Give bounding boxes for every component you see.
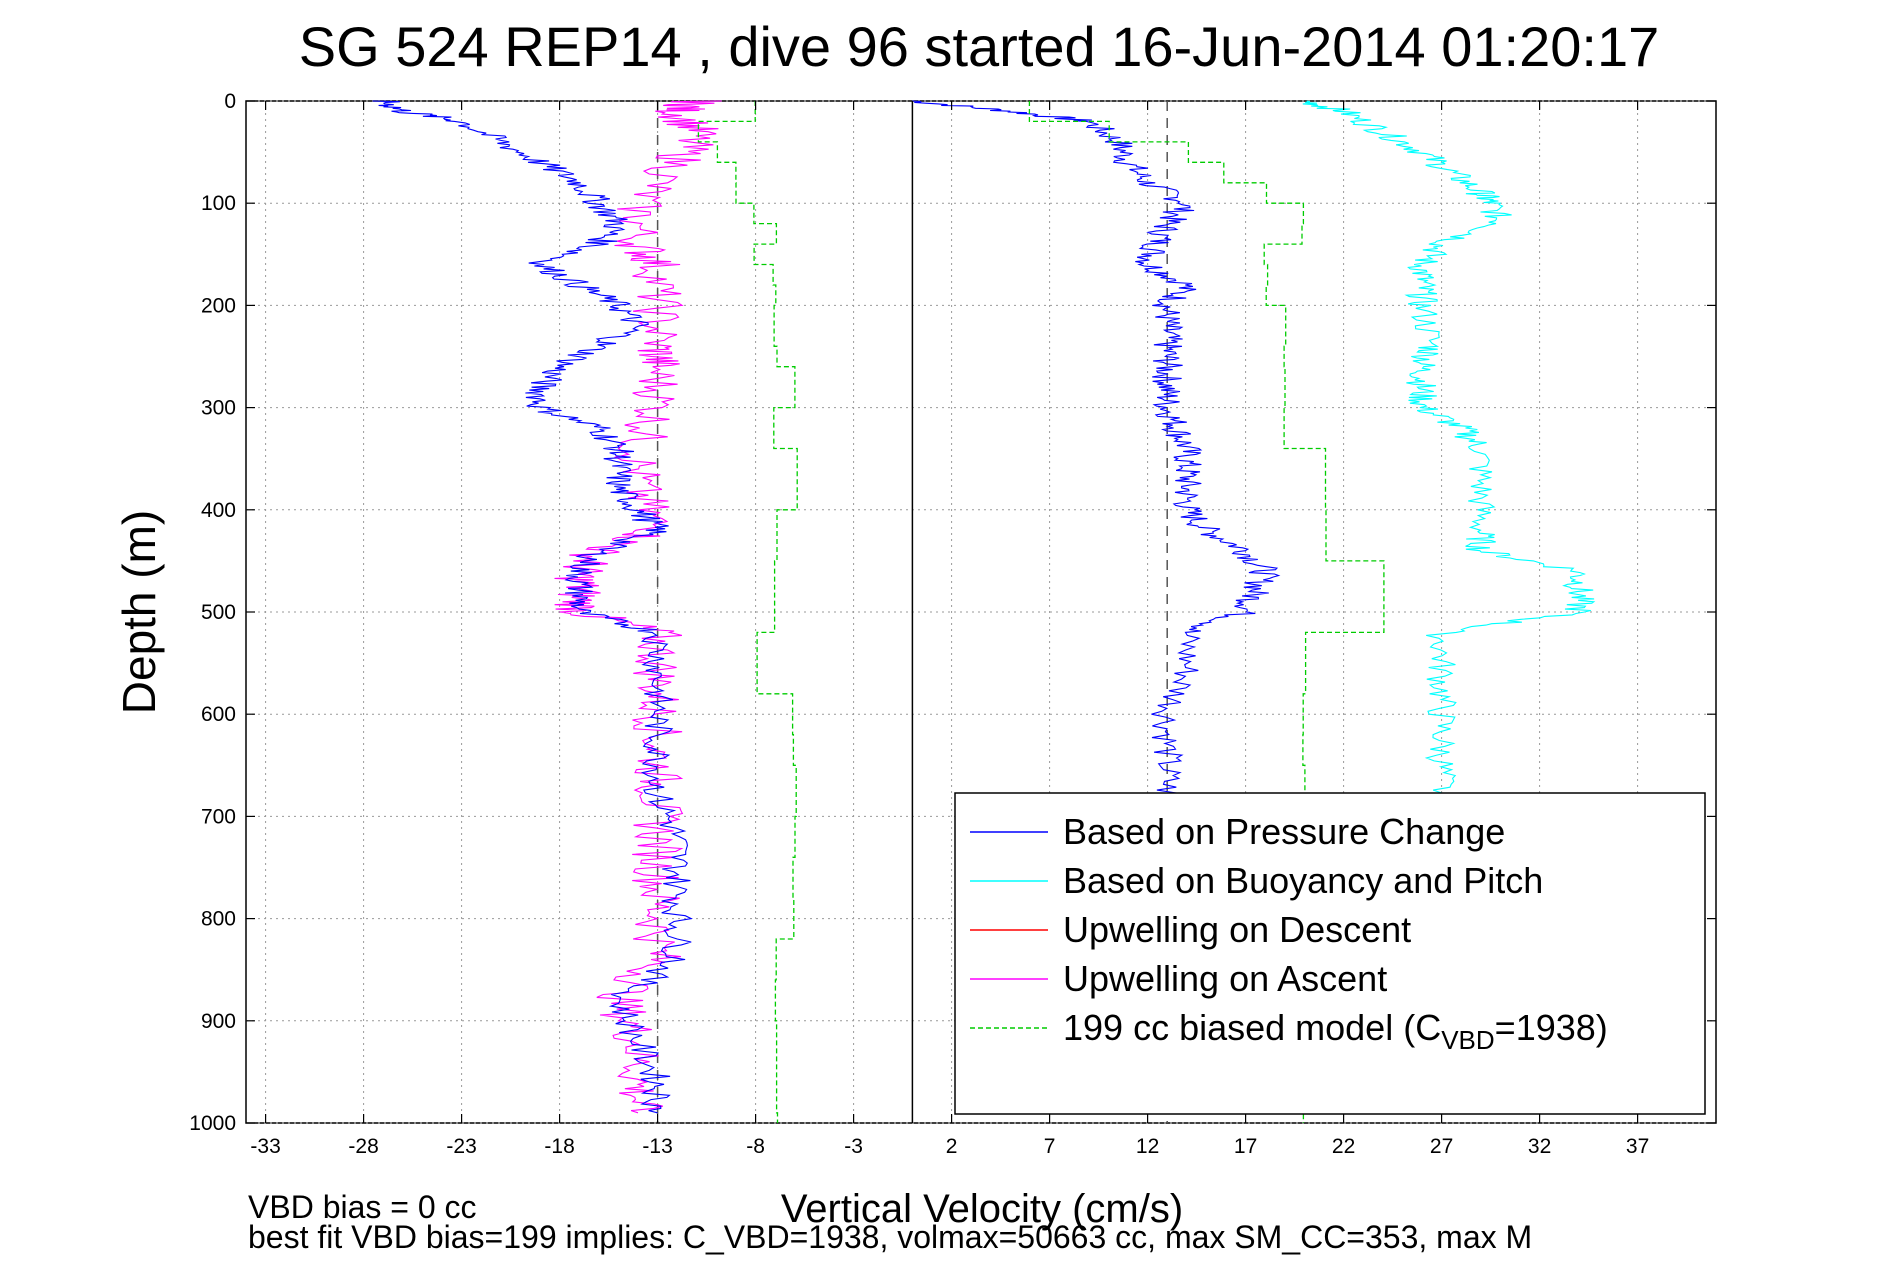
chart-title: SG 524 REP14 , dive 96 started 16-Jun-20… — [299, 15, 1659, 78]
x-tick-label: 37 — [1626, 1135, 1649, 1158]
series-upwelling-on-ascent — [554, 100, 722, 1114]
axis-ticks — [246, 100, 1716, 1124]
x-tick-labels: -33 -28 -23 -18 -13 -8 -3 2 7 12 17 22 27 32 37 — [250, 1135, 1649, 1158]
x-tick-label: -18 — [544, 1135, 574, 1158]
legend-label: Based on Pressure Change — [1063, 811, 1505, 852]
x-tick-label: 32 — [1528, 1135, 1551, 1158]
x-tick-label: 2 — [946, 1135, 958, 1158]
x-tick-label: 27 — [1430, 1135, 1453, 1158]
y-tick-label: 200 — [201, 294, 236, 317]
x-tick-label: -8 — [746, 1135, 765, 1158]
y-tick-label: 900 — [201, 1010, 236, 1033]
best-fit-note: best fit VBD bias=199 implies: C_VBD=193… — [248, 1219, 1532, 1255]
series-based-on-buoyancy-and-pitch — [1302, 100, 1596, 797]
y-axis-label: Depth (m) — [113, 510, 165, 714]
y-tick-labels: 0 100 200 300 400 500 600 700 800 900 1000 — [189, 90, 236, 1135]
legend-label: Upwelling on Ascent — [1063, 958, 1387, 999]
legend-label: Upwelling on Descent — [1063, 909, 1411, 950]
x-tick-label: -33 — [250, 1135, 280, 1158]
x-tick-label: 7 — [1044, 1135, 1056, 1158]
y-tick-label: 500 — [201, 601, 236, 624]
legend-box — [954, 792, 1706, 1115]
y-tick-label: 0 — [224, 90, 236, 113]
series-ascent-pressure-change — [372, 100, 693, 1114]
x-tick-label: 22 — [1332, 1135, 1355, 1158]
y-tick-label: 400 — [201, 499, 236, 522]
y-tick-label: 1000 — [189, 1112, 236, 1135]
y-tick-label: 800 — [201, 908, 236, 931]
legend-label: Based on Buoyancy and Pitch — [1063, 860, 1543, 901]
x-tick-label: -23 — [446, 1135, 476, 1158]
series-based-on-pressure-change — [912, 100, 1281, 797]
x-tick-label: -13 — [642, 1135, 672, 1158]
vbd-bias-note: VBD bias = 0 cc — [248, 1189, 477, 1225]
legend: Based on Pressure Change Based on Buoyanc… — [954, 792, 1706, 1115]
x-tick-label: -3 — [844, 1135, 863, 1158]
x-tick-label: -28 — [348, 1135, 378, 1158]
x-axis-label: Vertical Velocity (cm/s) — [781, 1187, 1183, 1231]
y-tick-label: 300 — [201, 397, 236, 420]
legend-label: 199 cc biased model (CVBD=1938) — [1063, 1007, 1608, 1055]
series-layer — [372, 100, 1596, 1123]
y-tick-label: 100 — [201, 192, 236, 215]
series-model-descent — [1028, 101, 1385, 1123]
y-tick-label: 600 — [201, 703, 236, 726]
x-tick-label: 12 — [1136, 1135, 1159, 1158]
y-tick-label: 700 — [201, 805, 236, 828]
x-tick-label: 17 — [1234, 1135, 1257, 1158]
